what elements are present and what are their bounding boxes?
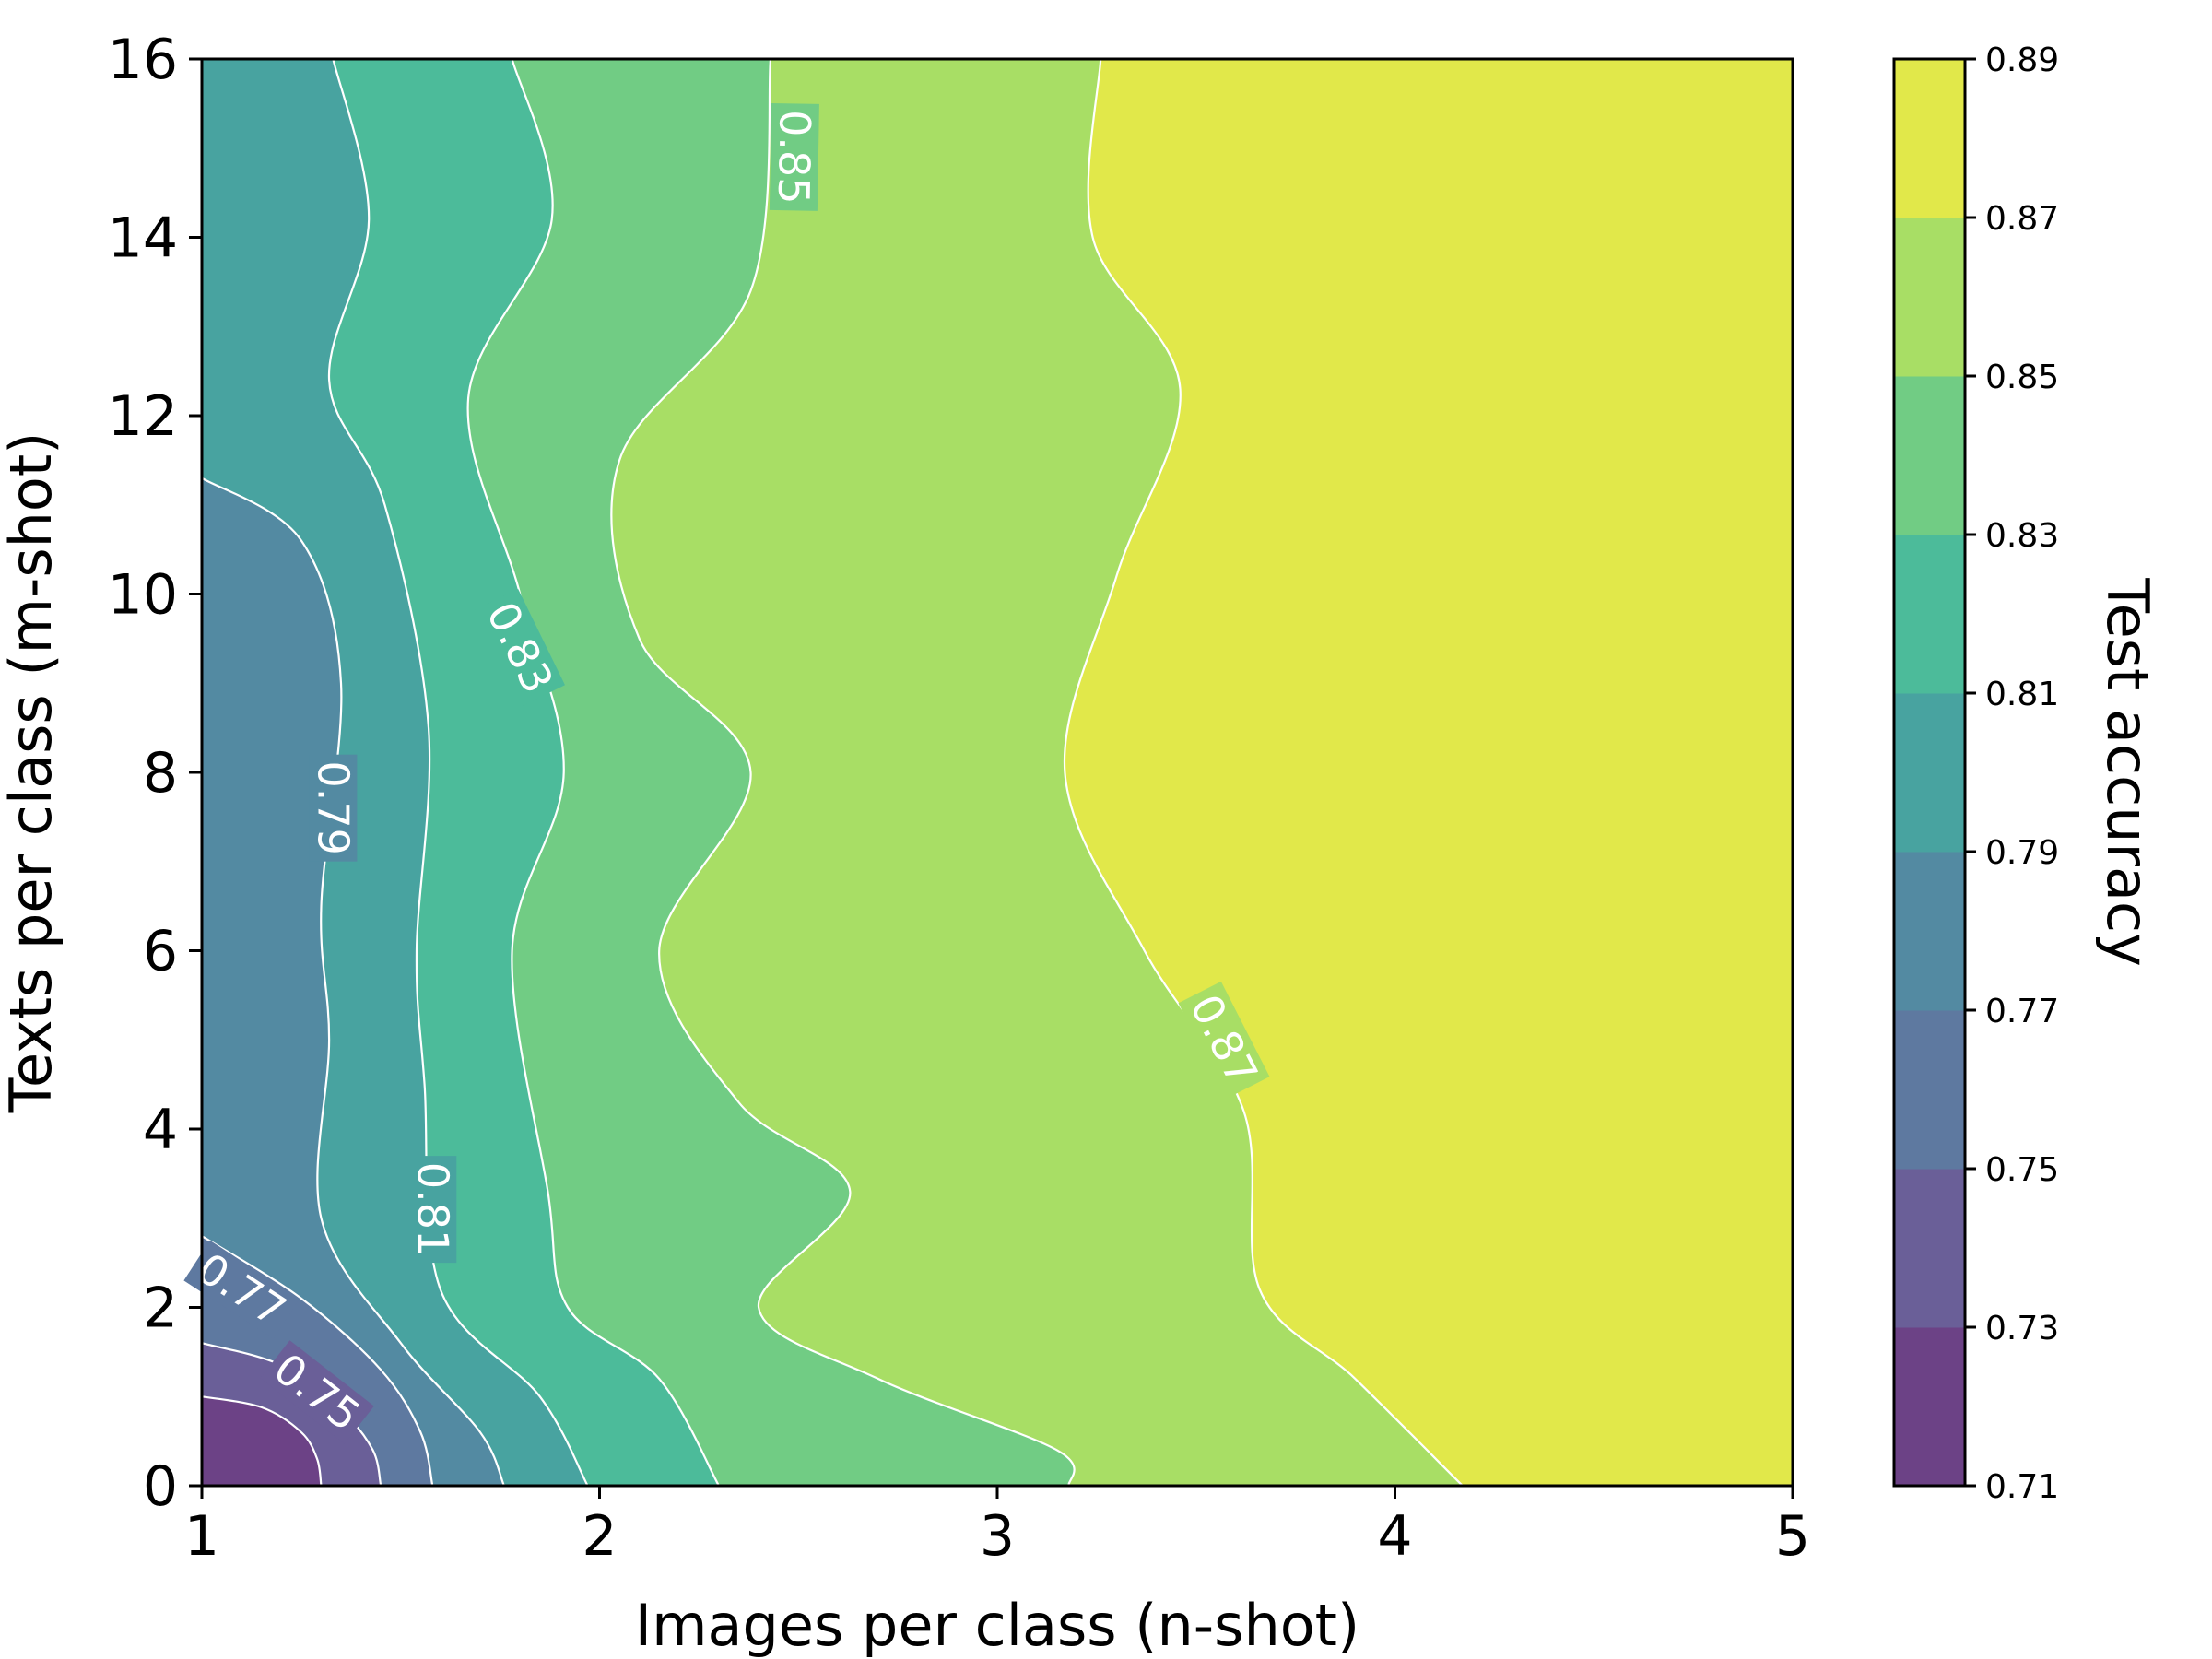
colorbar-tick-label: 0.87 (1985, 200, 2059, 238)
x-tick-label: 2 (582, 1504, 617, 1569)
colorbar-segment (1894, 376, 1965, 535)
x-tick-label: 3 (980, 1504, 1015, 1569)
colorbar-frame (1892, 57, 1967, 1488)
colorbar-segment (1894, 59, 1965, 218)
contour-label-0.85: 0.85 (769, 102, 820, 211)
contour-label-gap (260, 1340, 374, 1444)
colorbar-tick-label: 0.79 (1985, 834, 2059, 872)
colorbar-tick-label: 0.71 (1985, 1468, 2059, 1506)
y-axis-label: Texts per class (m-shot) (0, 432, 65, 1114)
contour-label-gap (309, 754, 358, 862)
contour-line-0.79 (202, 477, 505, 1486)
contour-label-gap (475, 588, 565, 707)
contour-label-gap (1178, 981, 1270, 1099)
x-tick-label: 5 (1775, 1504, 1810, 1569)
colorbar-tick-label: 0.75 (1985, 1151, 2059, 1189)
contour-label-gap (408, 1156, 457, 1264)
colorbar-tick-label: 0.85 (1985, 359, 2059, 396)
contour-line-0.73 (202, 1395, 323, 1486)
colorbar-segment (1894, 852, 1965, 1011)
colorbar: 0.71 0.73 0.75 0.77 0.79 0.81 0.83 0.85 0.87 0.89 (1894, 41, 2059, 1506)
contour-bands (202, 59, 1793, 1486)
y-tick-label: 14 (108, 206, 178, 271)
colorbar-tick-label: 0.77 (1985, 993, 2059, 1030)
contour-label-0.81: 0.81 (407, 1156, 457, 1264)
x-axis-label: Images per class (n-shot) (635, 1592, 1359, 1659)
contour-line-0.87 (1063, 59, 1464, 1486)
contour-label-0.79: 0.79 (308, 754, 358, 862)
x-axis-ticks: 1 2 3 4 5 (184, 1486, 1810, 1569)
y-tick-label: 8 (143, 741, 178, 806)
x-tick-label: 1 (184, 1504, 219, 1569)
contour-line-0.85 (610, 59, 1076, 1486)
y-tick-label: 10 (108, 563, 178, 628)
y-tick-label: 0 (143, 1454, 178, 1519)
colorbar-segment (1894, 1327, 1965, 1487)
contour-label-gap (183, 1240, 300, 1339)
y-tick-label: 4 (143, 1098, 178, 1162)
contour-line-0.77 (202, 1235, 434, 1486)
colorbar-tick-label: 0.81 (1985, 676, 2059, 713)
colorbar-tick-label: 0.89 (1985, 41, 2059, 79)
contour-label-text: 0.79 (308, 760, 358, 854)
colorbar-segment (1894, 1010, 1965, 1170)
contour-label-gap (769, 102, 819, 211)
colorbar-segment (1894, 693, 1965, 853)
x-tick-label: 4 (1377, 1504, 1412, 1569)
contour-label-text: 0.81 (407, 1162, 457, 1256)
colorbar-segment (1894, 218, 1965, 377)
colorbar-label: Test accuracy (2094, 577, 2161, 967)
y-axis-ticks: 0 2 4 6 8 10 12 14 16 (108, 28, 202, 1519)
colorbar-segment (1894, 1169, 1965, 1328)
y-tick-label: 16 (108, 28, 178, 92)
contour-label-text: 0.85 (769, 110, 820, 205)
contour-line-0.83 (466, 59, 720, 1486)
y-tick-label: 2 (143, 1277, 178, 1341)
contour-lines (202, 59, 1464, 1486)
colorbar-tick-label: 0.83 (1985, 517, 2059, 555)
colorbar-segment (1894, 535, 1965, 694)
y-tick-label: 6 (143, 920, 178, 984)
y-tick-label: 12 (108, 384, 178, 449)
contour-line-0.81 (327, 59, 589, 1486)
colorbar-tick-label: 0.73 (1985, 1310, 2059, 1347)
